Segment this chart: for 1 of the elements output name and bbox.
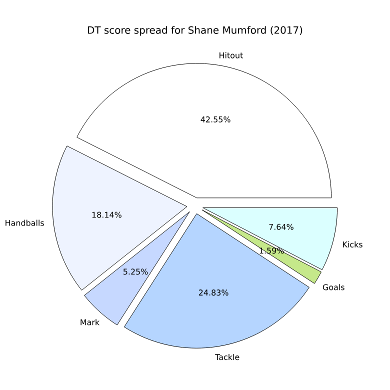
chart-title: DT score spread for Shane Mumford (2017): [88, 26, 302, 36]
